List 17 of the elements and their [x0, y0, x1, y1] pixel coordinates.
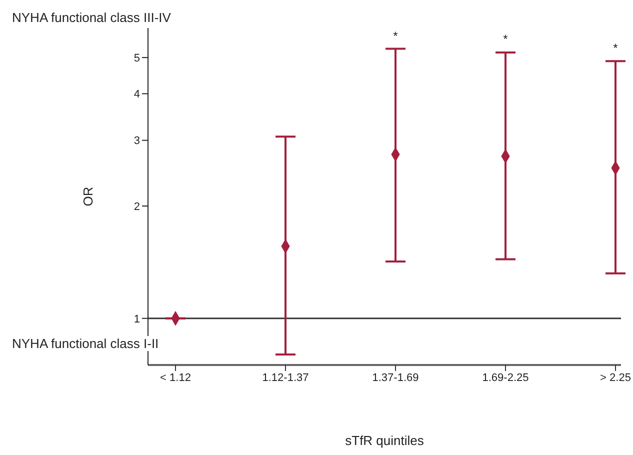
x-axis-title: sTfR quintiles	[345, 433, 424, 448]
annotation: *	[392, 28, 399, 43]
y-tick-label: 5	[134, 52, 140, 64]
x-tick-label: > 2.25	[600, 372, 631, 384]
x-tick-label: 1.12-1.37	[262, 372, 309, 384]
text: NYHA functional class III-IV	[12, 10, 175, 25]
x-tick-label: 1.37-1.69	[372, 372, 419, 384]
annotation: *	[502, 32, 509, 46]
x-tick-label: 1.69-2.25	[482, 372, 529, 384]
y-tick-label: 2	[134, 200, 140, 213]
annotation: *	[612, 41, 619, 56]
x-tick-label: < 1.12	[160, 372, 191, 384]
y-tick-label: 1	[134, 313, 140, 326]
y-tick-label: 3	[134, 135, 140, 148]
y-tick-label: 4	[134, 88, 140, 101]
annotation: NYHA functional class I-II	[12, 336, 163, 352]
y-axis-title: OR	[80, 186, 96, 206]
